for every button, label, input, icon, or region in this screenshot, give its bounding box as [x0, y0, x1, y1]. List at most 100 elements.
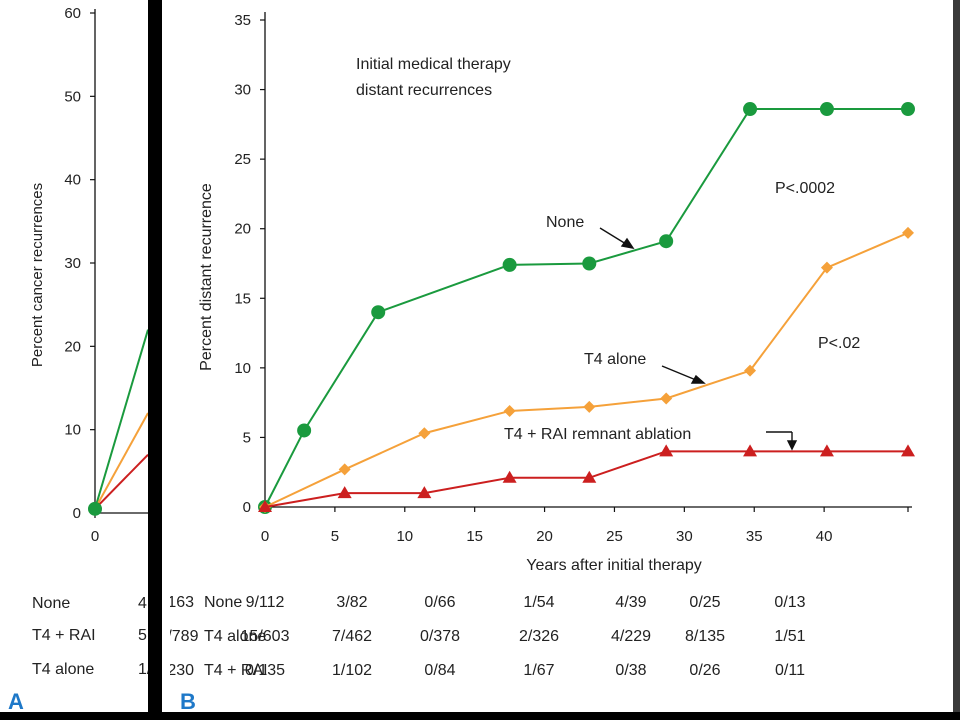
panel-b-letter: B	[180, 689, 196, 714]
marker-circle	[743, 102, 758, 117]
marker-triangle	[337, 486, 352, 499]
marker-diamond	[338, 463, 351, 476]
panel-b-table: None 8/163 9/112 3/82 0/66 1/54 4/39 0/25 0/13 T4…	[170, 594, 806, 679]
panel-b-xlabel: Years after initial therapy	[526, 557, 702, 574]
table-cell: 1/54	[523, 594, 554, 611]
series-line	[94, 453, 148, 510]
y-tick-label: 60	[64, 5, 81, 22]
marker-circle	[819, 102, 834, 117]
marker-diamond	[902, 226, 914, 239]
y-tick-label: 15	[234, 290, 251, 307]
table-cell: 19/789	[170, 628, 199, 645]
marker-diamond	[503, 404, 516, 417]
marker-diamond	[660, 392, 673, 405]
y-tick-label: 20	[64, 338, 81, 355]
marker-triangle	[502, 470, 517, 483]
y-tick-label: 20	[234, 221, 251, 238]
y-tick-label: 5	[243, 429, 251, 446]
table-cell: 0/84	[424, 662, 455, 679]
y-tick-label: 30	[234, 82, 251, 99]
y-tick-label: 25	[234, 151, 251, 168]
table-cell: 2/326	[519, 628, 559, 645]
y-tick-label: 50	[64, 88, 81, 105]
arrow-t4-alone-head	[690, 374, 706, 384]
table-cell: 1/102	[332, 662, 372, 679]
marker-circle	[659, 234, 674, 249]
y-tick-label: 0	[243, 499, 251, 516]
table-row-label: T4 + RAI	[204, 662, 268, 679]
annotation-p-02: P<.02	[818, 335, 860, 352]
right-edge-strip	[953, 0, 960, 720]
table-cell: 2/230	[170, 662, 194, 679]
table-cell: 0/66	[424, 594, 455, 611]
marker-triangle	[258, 500, 272, 512]
marker-circle	[582, 256, 597, 271]
panel-separator	[162, 0, 170, 720]
table-cell: 4/39	[615, 594, 646, 611]
panel-a-table: None 4 T4 + RAI 5 T4 alone 1/1	[32, 595, 148, 678]
annotation-t4-rai: T4 + RAI remnant ablation	[504, 426, 691, 443]
table-row-label: T4 + RAI	[32, 627, 96, 644]
annotation-p-0002: P<.0002	[775, 180, 835, 197]
table-cell: 1/1	[138, 661, 148, 678]
panel-b-annotations: None T4 alone T4 + RAI remnant ablation …	[504, 180, 860, 451]
panel-b-ylabel: Percent distant recurrence	[198, 183, 215, 371]
x-tick-label: 35	[746, 528, 763, 545]
panel-b: 0 5 10 15 20 25 30 35 0 5 10 15 20 25 30 35 40 Initial m…	[170, 0, 953, 720]
panel-a-series	[88, 329, 148, 516]
annotation-none: None	[546, 214, 584, 231]
table-cell: 8/135	[685, 628, 725, 645]
table-row-label: None	[204, 594, 242, 611]
x-tick-label: 0	[261, 528, 269, 545]
arrow-none	[599, 227, 627, 245]
marker-diamond	[820, 261, 833, 274]
series-line	[94, 329, 148, 510]
marker-circle	[502, 257, 517, 272]
table-cell: 0/13	[774, 594, 805, 611]
annotation-t4-alone: T4 alone	[584, 351, 646, 368]
table-cell: 0/135	[245, 662, 285, 679]
panel-b-title-line-1: Initial medical therapy	[356, 56, 511, 73]
table-cell: 0/25	[689, 594, 720, 611]
table-cell: 0/11	[775, 662, 805, 679]
y-tick-label: 35	[234, 12, 251, 29]
marker-circle	[88, 501, 102, 516]
marker-diamond	[418, 427, 431, 440]
marker-triangle	[819, 444, 834, 457]
table-cell: 4/229	[611, 628, 651, 645]
table-cell: 0/26	[689, 662, 720, 679]
y-tick-label: 40	[64, 172, 81, 189]
annotation-arrows	[599, 227, 798, 451]
table-cell: 5	[138, 627, 147, 644]
arrow-t4-alone	[661, 365, 697, 381]
marker-circle	[297, 423, 312, 438]
panel-b-chart: 0 5 10 15 20 25 30 35 0 5 10 15 20 25 30 35 40 Initial m…	[170, 12, 915, 714]
x-tick-label: 15	[466, 528, 483, 545]
series-line-diamond	[264, 231, 909, 508]
panel-a-ylabel: Percent cancer recurrences	[29, 183, 46, 367]
y-tick-label: 0	[73, 505, 81, 522]
table-cell: 3/82	[336, 594, 367, 611]
table-row-label: T4 alone	[32, 661, 94, 678]
x-tick-label: 5	[331, 528, 339, 545]
table-cell: 1/67	[523, 662, 554, 679]
table-cell: 0/378	[420, 628, 460, 645]
panel-b-axes: 0 5 10 15 20 25 30 35 0 5 10 15 20 25 30 35 40	[234, 12, 912, 545]
x-tick-label: 20	[536, 528, 553, 545]
series-line-circle	[264, 108, 908, 508]
panel-a: Percent cancer recurrences 0 10 20 30 40 50 60…	[0, 0, 148, 720]
table-cell: 8/163	[170, 594, 194, 611]
table-row-label: None	[32, 595, 70, 612]
panel-a-chart: Percent cancer recurrences 0102030405060…	[8, 5, 148, 714]
table-cell: 7/462	[332, 628, 372, 645]
arrow-t4-rai-head	[786, 440, 798, 451]
panel-a-y-axis: 0 10 20 30 40 50 60	[64, 5, 148, 522]
panel-b-series	[258, 102, 915, 514]
x-tick-label: 25	[606, 528, 623, 545]
marker-diamond	[744, 364, 757, 377]
marker-circle	[371, 305, 386, 320]
bottom-strip	[0, 712, 960, 720]
marker-triangle	[417, 486, 432, 499]
panel-b-title-line-2: distant recurrences	[356, 82, 492, 99]
